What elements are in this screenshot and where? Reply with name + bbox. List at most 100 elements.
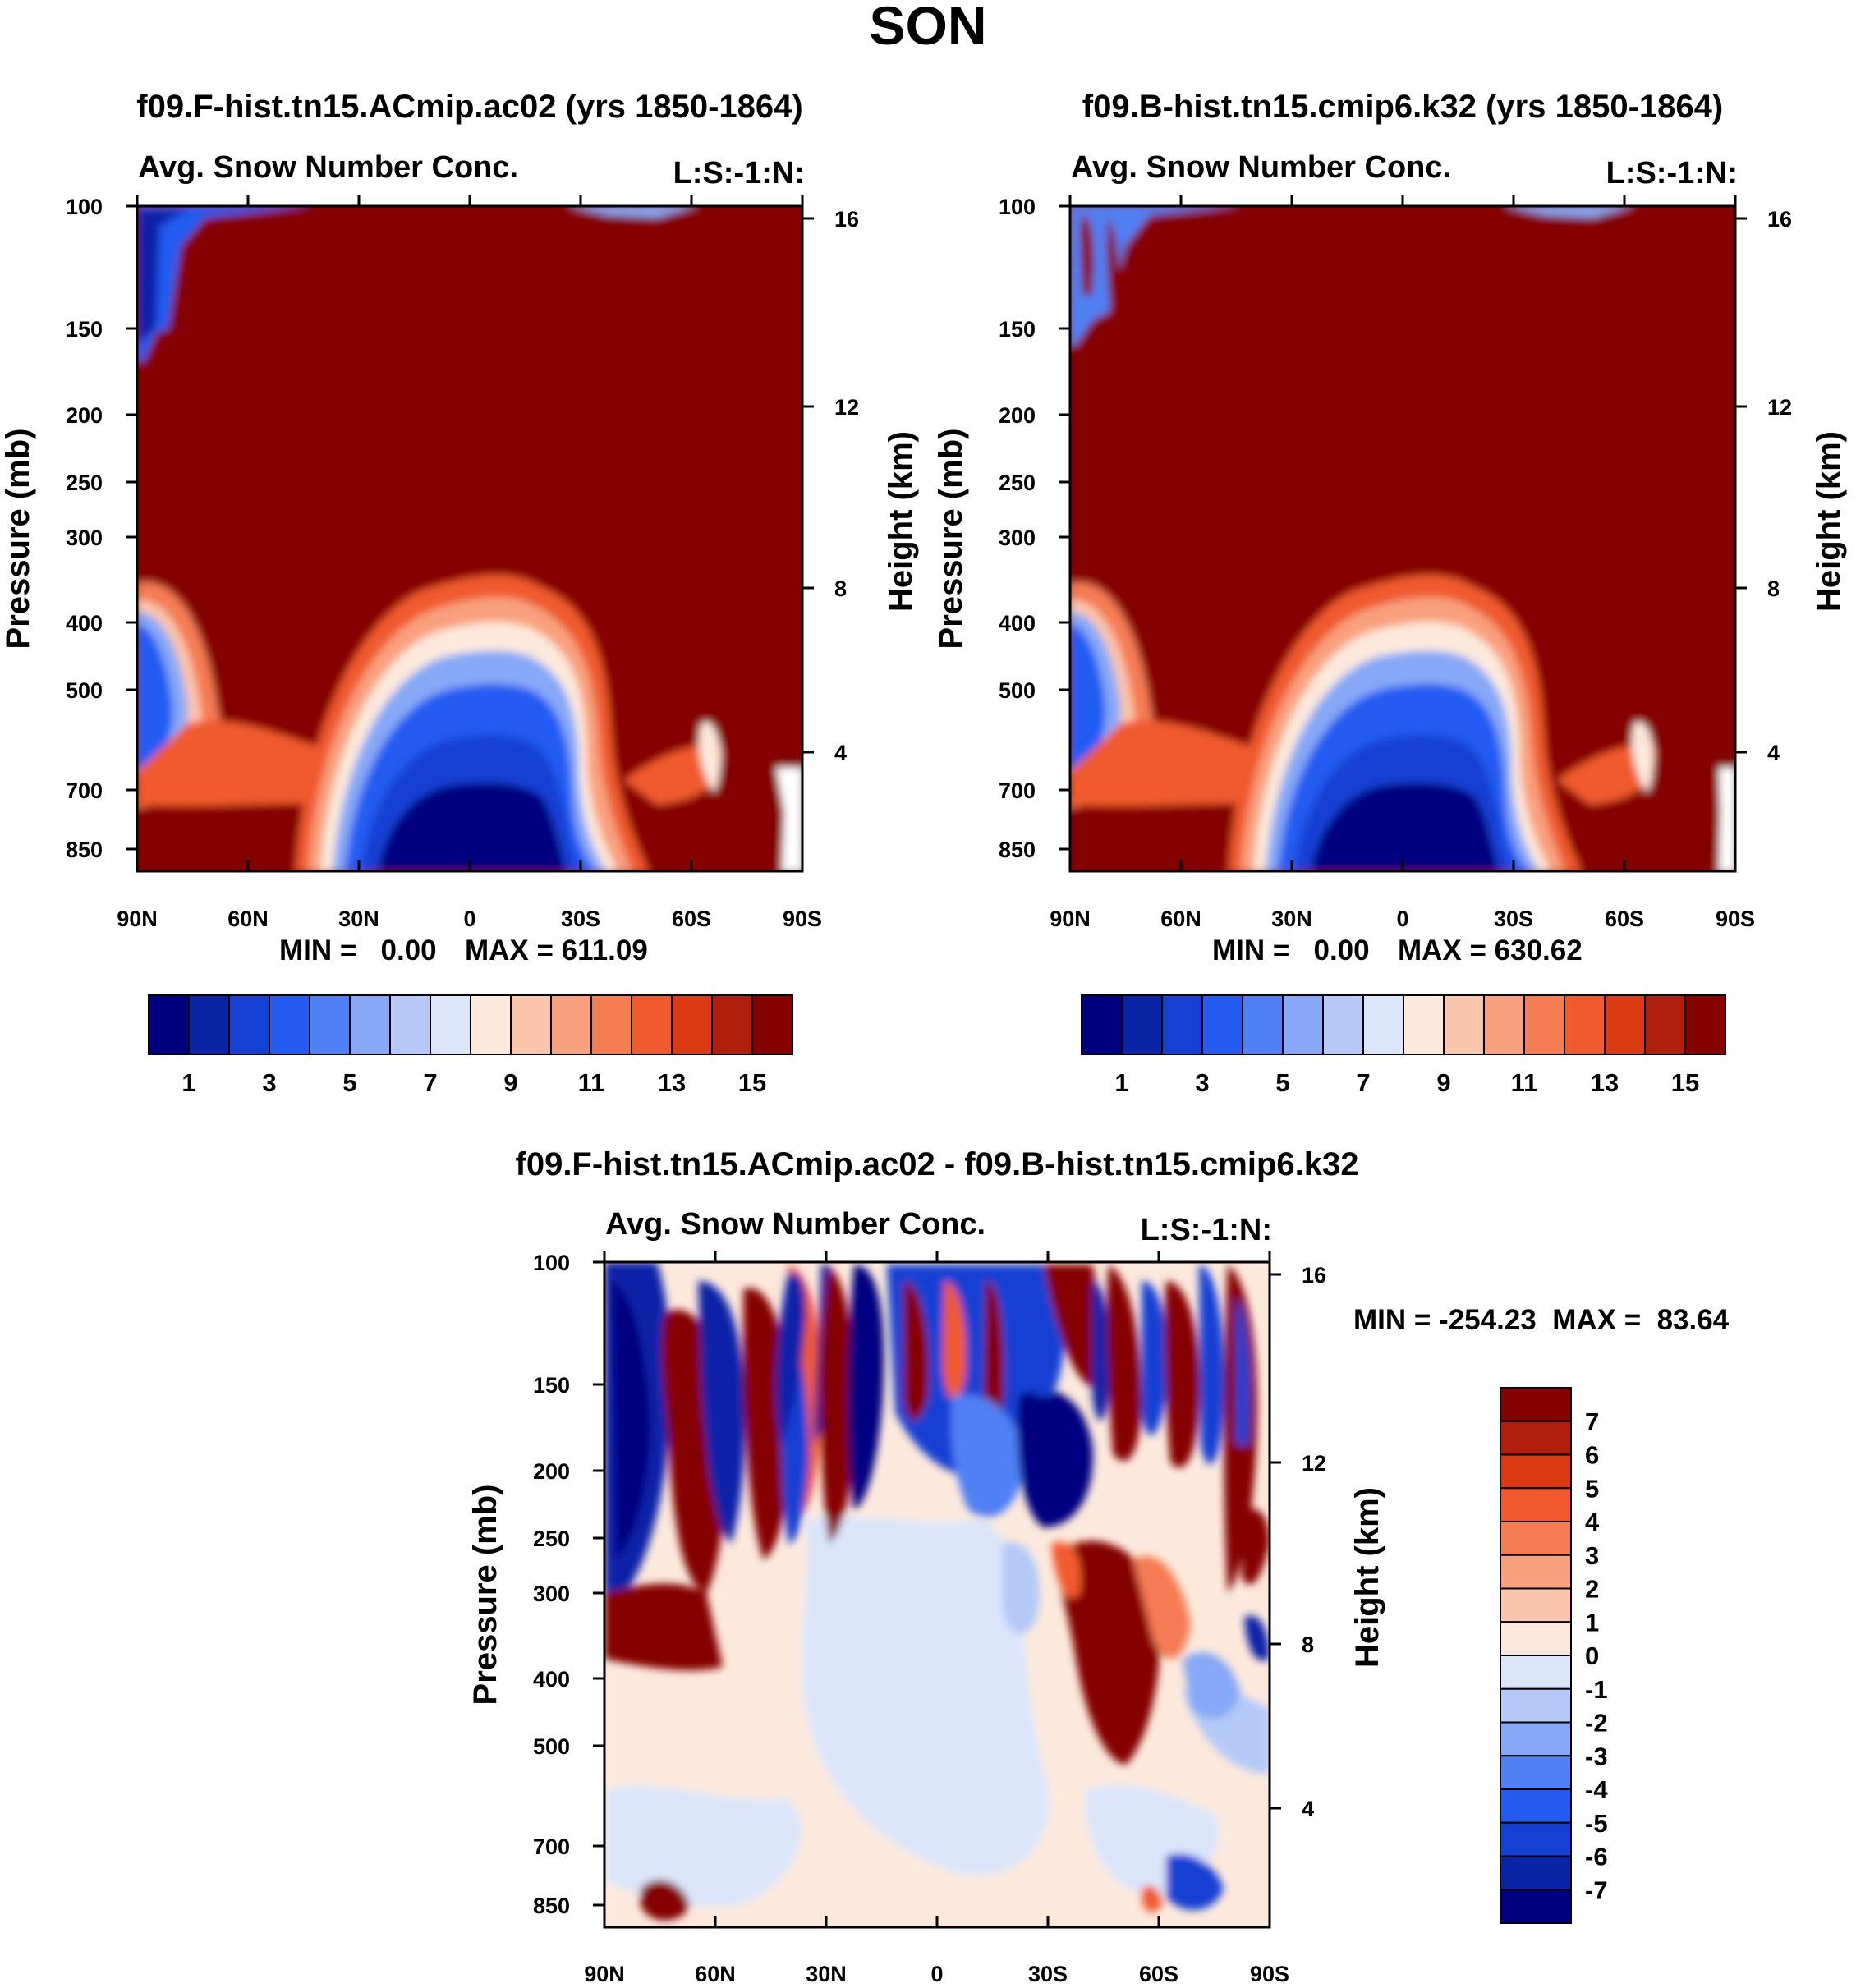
colorbar-box: [1500, 1821, 1572, 1857]
field-region: [1059, 1540, 1160, 1765]
y-tick-label: 100: [999, 195, 1036, 219]
colorbar-box: [1121, 994, 1163, 1055]
colorbar-label: 6: [1585, 1441, 1599, 1470]
y-tick-label-right: 4: [1767, 741, 1780, 765]
panel-title: f09.B-hist.tn15.cmip6.k32 (yrs 1850-1864…: [1082, 89, 1723, 125]
x-tick-label: 90S: [783, 907, 822, 931]
panel-top-right: f09.B-hist.tn15.cmip6.k32 (yrs 1850-1864…: [933, 89, 1847, 1097]
colorbar-label: 5: [1275, 1068, 1289, 1097]
colorbar-box: [188, 994, 230, 1055]
x-tick-label: 30S: [1494, 907, 1533, 931]
y-tick-label: 500: [999, 678, 1036, 703]
y-tick-label: 700: [66, 778, 103, 803]
y-tick-label: 200: [999, 403, 1036, 428]
x-tick-label: 30S: [1028, 1962, 1068, 1986]
colorbar-box: [510, 994, 552, 1055]
field-region: [820, 1265, 854, 1544]
colorbar-box: [711, 994, 753, 1055]
field-region: [1142, 1281, 1168, 1435]
colorbar-label: 7: [423, 1068, 437, 1097]
field-region: [137, 624, 173, 768]
y-tick-label: 300: [66, 526, 103, 550]
field-region: [1242, 1508, 1270, 1585]
y-tick-label: 250: [66, 471, 103, 495]
field-region: [1236, 1297, 1250, 1445]
y-tick-label: 500: [533, 1734, 570, 1759]
field-region: [1092, 1281, 1110, 1421]
field-region: [1166, 1853, 1224, 1911]
field-region: [775, 1272, 806, 1445]
variable-label: Avg. Snow Number Conc.: [1071, 150, 1451, 185]
colorbar-label: 15: [738, 1068, 766, 1097]
colorbar-box: [1500, 1387, 1572, 1422]
units-label: L:S:-1:N:: [1141, 1213, 1272, 1247]
y-tick-label-right: 12: [1767, 395, 1792, 420]
colorbar-box: [1500, 1855, 1572, 1891]
field-region: [604, 1583, 723, 1671]
x-tick-label: 30N: [806, 1962, 847, 1986]
y-tick-label: 150: [999, 317, 1036, 342]
y-axis-left: 100 150 200 250 300 400 500 700 850 Pres…: [933, 195, 1070, 862]
field-region: [951, 1394, 1027, 1517]
field-region: [984, 1280, 1004, 1430]
colorbar-box: [1604, 994, 1646, 1055]
field-region: [1183, 1652, 1240, 1719]
field-region: [802, 1517, 1050, 1876]
colorbar-box: [1684, 994, 1726, 1055]
colorbar-box: [671, 994, 713, 1055]
colorbar-box: [1564, 994, 1606, 1055]
colorbar-box: [1500, 1889, 1572, 1924]
y-tick-label: 850: [999, 838, 1036, 862]
x-tick-label: 60N: [1160, 907, 1201, 931]
panel-difference: f09.F-hist.tn15.ACmip.ac02 - f09.B-hist.…: [467, 1146, 1730, 1986]
colorbar-label: 5: [1585, 1474, 1599, 1503]
panel-title: f09.F-hist.tn15.ACmip.ac02 - f09.B-hist.…: [516, 1146, 1359, 1182]
y-axis-left: 100 150 200 250 300 400 500 700 850 Pres…: [467, 1251, 604, 1918]
colorbar-box: [1201, 994, 1243, 1055]
field-region: [1557, 745, 1656, 805]
field-region: [1002, 1542, 1040, 1634]
y-tick-label-right: 8: [834, 576, 847, 601]
field-region: [137, 721, 345, 806]
x-tick-label: 90N: [1050, 907, 1091, 931]
panel-top-left: f09.F-hist.tn15.ACmip.ac02 (yrs 1850-186…: [0, 89, 919, 1097]
y-tick-label: 500: [66, 678, 103, 703]
colorbar-box: [1500, 1788, 1572, 1824]
y-axis-title: Pressure (mb): [0, 429, 36, 650]
units-label: L:S:-1:N:: [673, 156, 805, 191]
colorbar-label: 5: [342, 1068, 356, 1097]
heatmap-field: [1070, 206, 1735, 871]
y-tick-label: 400: [999, 611, 1036, 636]
colorbar-box: [228, 994, 270, 1055]
field-region: [1311, 783, 1500, 871]
colorbar-label: 11: [1511, 1068, 1538, 1097]
x-tick-label: 60S: [1139, 1962, 1178, 1986]
y-axis-right: 16 12 8 4 Height (km): [1735, 207, 1847, 765]
colorbar-label: 15: [1671, 1068, 1699, 1097]
y-tick-label: 200: [66, 403, 103, 428]
field-region: [903, 1281, 929, 1421]
colorbar-box: [1500, 1420, 1572, 1456]
y-axis-right: 16 12 8 4 Height (km): [802, 207, 919, 765]
y-tick-label-right: 8: [1302, 1632, 1314, 1657]
colorbar-label: 9: [1436, 1068, 1450, 1097]
colorbar-box: [389, 994, 431, 1055]
colorbar-box: [269, 994, 310, 1055]
minmax-label: MIN = -254.23 MAX = 83.64: [1353, 1304, 1730, 1336]
colorbar-label: -4: [1585, 1775, 1608, 1804]
field-region: [1106, 218, 1119, 312]
x-tick-label: 60S: [672, 907, 711, 931]
y-tick-label: 100: [533, 1251, 570, 1275]
x-tick-label: 90N: [117, 907, 158, 931]
field-region: [1503, 206, 1634, 218]
y-tick-label: 400: [533, 1667, 570, 1692]
x-tick-label: 30N: [1271, 907, 1312, 931]
field-region: [698, 1281, 745, 1544]
colorbar-box: [309, 994, 351, 1055]
colorbar-box: [1500, 1655, 1572, 1690]
colorbar-box: [1644, 994, 1686, 1055]
figure-suptitle: SON: [869, 0, 986, 56]
y-axis-title: Pressure (mb): [933, 429, 969, 650]
variable-label: Avg. Snow Number Conc.: [138, 150, 518, 185]
